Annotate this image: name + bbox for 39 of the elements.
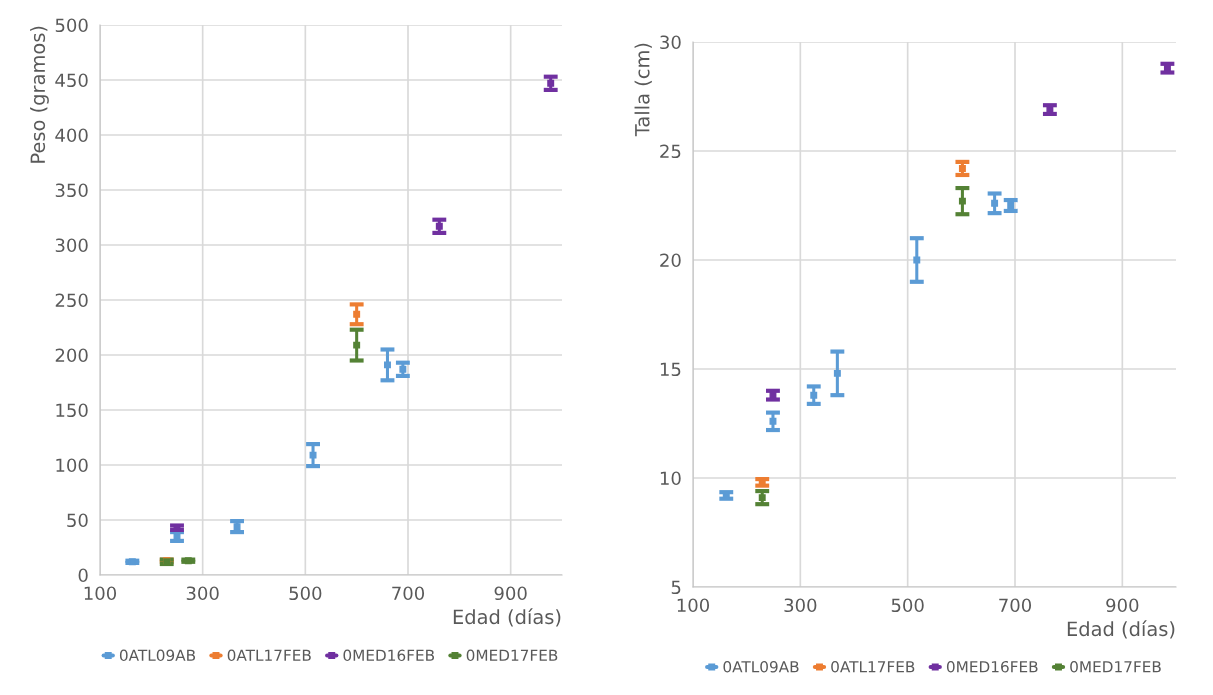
x-tick-label: 500: [289, 586, 322, 601]
y-tick-label: 350: [55, 183, 88, 198]
y-tick-label: 10: [660, 471, 681, 486]
y-tick-label: 5: [671, 580, 681, 595]
legend-label: 0ATL17FEB: [227, 649, 311, 662]
y-tick-label: 150: [56, 403, 88, 418]
x-tick-label: 700: [392, 586, 425, 601]
y-tick-label: 450: [55, 73, 88, 88]
y-tick-label: 30: [660, 35, 681, 50]
y-tick-label: 500: [55, 18, 88, 33]
y-axis-title: Peso (gramos): [30, 26, 49, 163]
x-tick-label: 700: [999, 598, 1032, 613]
legend-label: 0MED17FEB: [1070, 660, 1161, 673]
y-tick-label: 400: [55, 128, 88, 143]
y-tick-label: 15: [660, 362, 681, 377]
x-axis-title: Edad (días): [1067, 620, 1175, 639]
y-tick-label: 20: [660, 253, 681, 268]
y-tick-label: 50: [67, 513, 88, 528]
legend-label: 0ATL17FEB: [831, 660, 915, 673]
x-tick-label: 500: [891, 598, 924, 613]
y-axis-title: Talla (cm): [634, 43, 652, 137]
x-tick-label: 300: [784, 598, 817, 613]
x-tick-label: 900: [494, 586, 527, 601]
x-tick-label: 100: [84, 586, 117, 601]
legend-label: 0MED16FEB: [343, 649, 435, 662]
y-tick-label: 300: [55, 238, 88, 253]
legend-label: 0ATL09AB: [119, 649, 196, 662]
legend-label: 0ATL09AB: [723, 660, 799, 673]
x-tick-label: 100: [677, 598, 710, 613]
y-tick-label: 250: [55, 293, 88, 308]
x-tick-label: 900: [1106, 598, 1139, 613]
x-axis-title: Edad (días): [453, 608, 561, 627]
y-tick-label: 25: [660, 144, 681, 159]
y-tick-label: 200: [55, 348, 88, 363]
legend-label: 0MED17FEB: [466, 649, 558, 662]
y-tick-label: 0: [78, 568, 88, 583]
x-tick-label: 300: [186, 586, 219, 601]
y-tick-label: 100: [56, 458, 88, 473]
legend-label: 0MED16FEB: [946, 660, 1038, 673]
